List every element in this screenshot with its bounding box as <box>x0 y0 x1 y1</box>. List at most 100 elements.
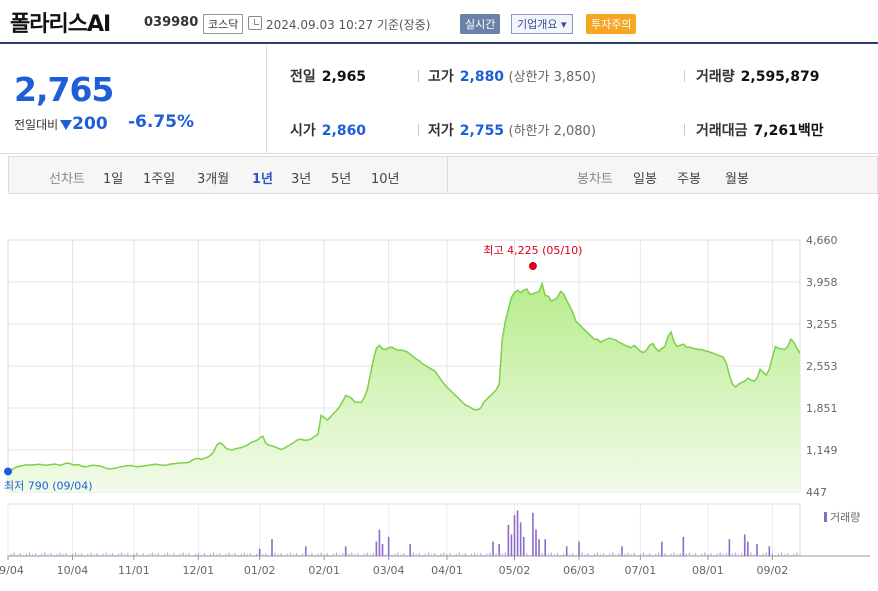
volume-bar <box>38 555 40 556</box>
change-row: 전일대비 200 <box>14 114 108 134</box>
volume-bar <box>553 554 556 556</box>
volume-bar <box>774 555 777 556</box>
volume-bar <box>329 555 331 556</box>
volume-bar <box>200 554 202 556</box>
volume-bar <box>670 553 672 556</box>
volume-bar <box>160 555 163 556</box>
x-tick-label: 05/02 <box>499 564 531 577</box>
volume-bar <box>145 555 147 556</box>
volume-bar <box>513 515 516 556</box>
amount-unit: 백만 <box>797 123 824 139</box>
volume-bar <box>455 553 457 556</box>
period-1y[interactable]: 1년 <box>252 172 274 187</box>
stat-value: 2,595,879 <box>740 69 820 85</box>
volume-bar <box>231 554 233 556</box>
volume-bar <box>111 553 113 556</box>
stat-value: 2,755 <box>459 123 505 139</box>
volume-bar <box>243 552 245 556</box>
company-overview-dropdown[interactable]: 기업개요 ▾ <box>511 14 573 34</box>
period-3y[interactable]: 3년 <box>291 172 312 187</box>
volume-bar <box>544 539 547 556</box>
stat-label: 거래량 <box>696 69 735 85</box>
volume-bar <box>695 553 697 556</box>
candle-daily[interactable]: 일봉 <box>633 172 657 187</box>
volume-bar <box>633 553 635 556</box>
period-1d[interactable]: 1일 <box>103 172 124 187</box>
volume-bar <box>369 554 371 556</box>
y-axis-ticks: 4,660 3,958 3,255 2,553 1,851 1,149 447 <box>806 234 838 498</box>
volume-bar <box>391 555 393 556</box>
volume-bar <box>584 554 586 556</box>
volume-bar <box>753 554 755 556</box>
volume-bar <box>387 536 390 556</box>
volume-bar <box>47 554 49 556</box>
volume-bar <box>747 541 749 556</box>
volume-bar <box>176 555 178 556</box>
volume-bar <box>378 529 381 556</box>
stat-separator <box>418 124 419 136</box>
chart-controls: 선차트 1일 1주일 3개월 1년 3년 5년 10년 봉차트 일봉 주봉 월봉 <box>8 156 878 194</box>
volume-bar <box>320 552 322 556</box>
volume-bar <box>114 555 117 556</box>
volume-bar <box>602 553 605 556</box>
x-tick-label: 09/04 <box>0 564 24 577</box>
stat-separator <box>684 70 685 82</box>
volume-bar <box>246 554 249 556</box>
volume-bar <box>682 536 685 556</box>
volume-grid <box>7 503 870 557</box>
volume-bar <box>381 544 384 556</box>
volume-bar <box>22 555 24 556</box>
volume-bar <box>738 554 740 556</box>
volume-bar <box>78 554 80 556</box>
volume-bar <box>302 553 304 556</box>
stat-value: 2,880 <box>459 69 505 85</box>
volume-bar <box>19 553 21 556</box>
volume-bar <box>575 555 577 556</box>
period-10y[interactable]: 10년 <box>371 172 400 187</box>
volume-bar <box>99 555 101 556</box>
period-1w[interactable]: 1주일 <box>143 172 176 187</box>
volume-bar <box>258 548 261 556</box>
volume-bar <box>354 554 356 556</box>
volume-bar <box>437 555 439 556</box>
volume-bar <box>163 553 166 556</box>
volume-bar <box>624 553 626 556</box>
x-tick-label: 06/03 <box>563 564 595 577</box>
change-rate: -6.75% <box>128 112 195 132</box>
volume-bar <box>771 553 773 556</box>
volume-bar <box>262 554 264 556</box>
stock-header: 폴라리스AI 039980 코스닥 2024.09.03 10:27 기준(장중… <box>0 0 878 44</box>
candle-weekly[interactable]: 주봉 <box>677 172 701 187</box>
volume-bar <box>768 546 771 556</box>
volume-bar <box>256 553 258 556</box>
stat-separator <box>684 124 685 136</box>
volume-bar <box>516 510 519 556</box>
period-5y[interactable]: 5년 <box>331 172 352 187</box>
candle-monthly[interactable]: 월봉 <box>725 172 749 187</box>
volume-bar <box>535 529 537 556</box>
volume-bar <box>292 554 295 556</box>
stat-value: 2,860 <box>321 123 367 139</box>
y-tick-label: 2,553 <box>806 360 838 373</box>
volume-bar <box>418 553 420 556</box>
volume-bar <box>31 554 34 556</box>
stat-open: 시가 2,860 <box>290 120 366 140</box>
volume-bar <box>406 555 408 556</box>
volume-bar <box>507 524 510 556</box>
volume-bar <box>719 552 721 556</box>
volume-bar <box>648 553 651 556</box>
y-tick-label: 3,958 <box>806 276 838 289</box>
volume-bar <box>627 552 629 556</box>
volume-bar <box>477 554 479 556</box>
volume-bar <box>295 553 298 556</box>
volume-bar <box>167 552 169 556</box>
price-panel: 2,765 전일대비 200 -6.75% 전일 2,965 고가 2,880 (상한… <box>0 46 878 154</box>
realtime-button[interactable]: 실시간 <box>460 14 501 34</box>
volume-bar <box>360 555 362 556</box>
period-3m[interactable]: 3개월 <box>197 172 230 187</box>
volume-bar <box>252 555 255 556</box>
volume-bar <box>139 554 141 556</box>
volume-bar <box>590 555 592 556</box>
volume-bar <box>289 552 292 556</box>
volume-bar <box>308 554 310 556</box>
